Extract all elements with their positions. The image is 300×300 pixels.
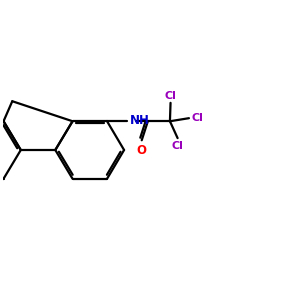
Text: NH: NH bbox=[130, 114, 149, 127]
Text: Cl: Cl bbox=[191, 113, 203, 123]
Text: Cl: Cl bbox=[165, 91, 176, 101]
Text: Cl: Cl bbox=[172, 141, 184, 151]
Text: O: O bbox=[137, 144, 147, 157]
